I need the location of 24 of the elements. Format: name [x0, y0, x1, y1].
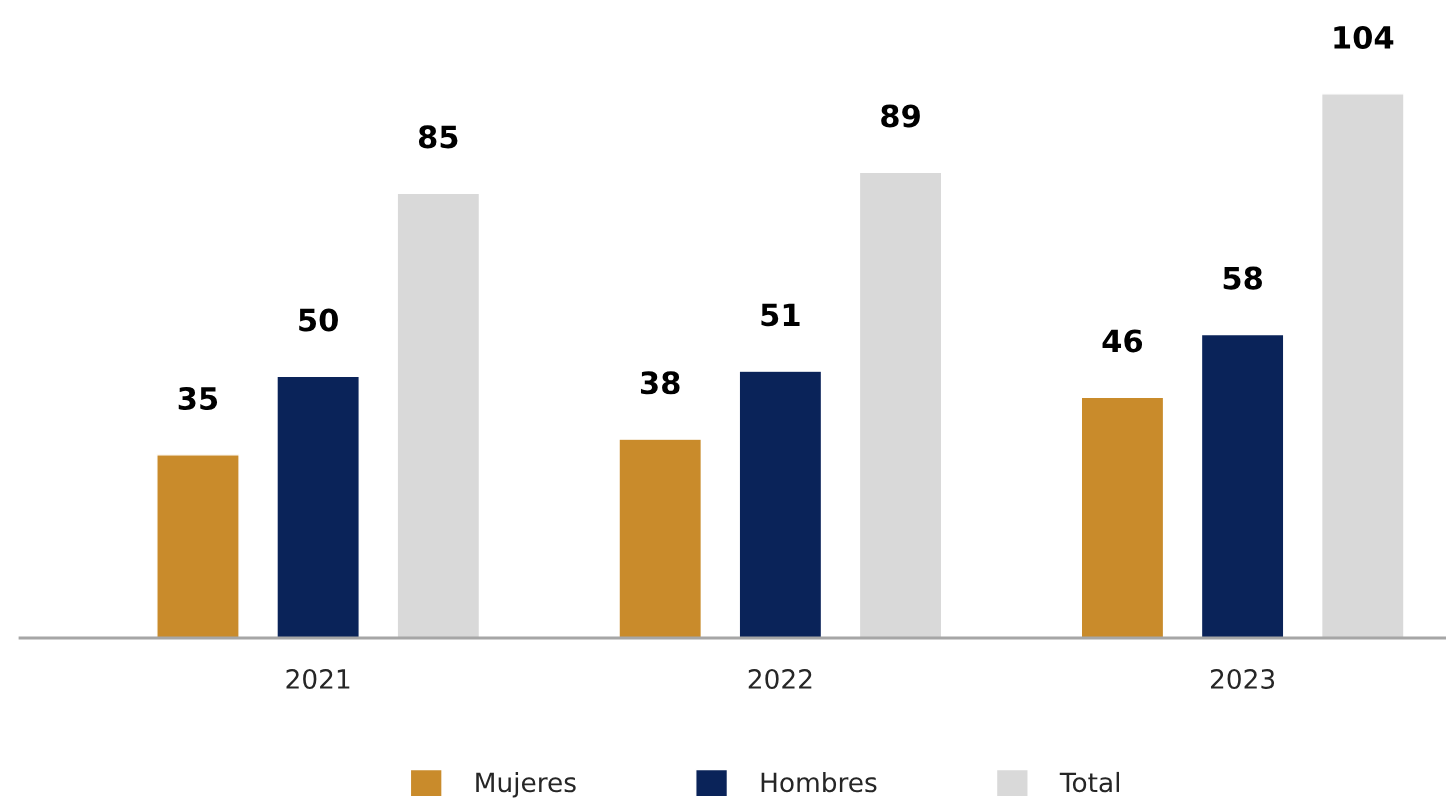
x-tick-label: 2021	[286, 669, 350, 689]
data-label: 38	[640, 371, 680, 395]
bar	[156, 454, 240, 638]
data-label: 89	[881, 104, 920, 128]
data-label: 35	[178, 386, 218, 411]
legend-label: Mujeres	[476, 771, 576, 798]
data-label: 50	[299, 308, 338, 332]
bar	[858, 171, 943, 638]
bar	[738, 370, 823, 638]
bar	[618, 438, 703, 638]
data-label: 51	[761, 303, 800, 327]
bar	[396, 192, 481, 638]
data-label: 46	[1102, 329, 1143, 353]
data-label: 104	[1334, 25, 1394, 50]
legend-label: Total	[1059, 771, 1119, 793]
bar	[1080, 396, 1165, 638]
x-tick-label: 2022	[748, 669, 812, 689]
bar	[1200, 333, 1285, 638]
data-label: 58	[1223, 266, 1262, 290]
bar	[276, 375, 360, 638]
x-tick-label: 2023	[1210, 669, 1275, 689]
bar	[1320, 93, 1405, 638]
data-label: 85	[418, 125, 458, 149]
legend-label: Hombres	[761, 771, 877, 793]
